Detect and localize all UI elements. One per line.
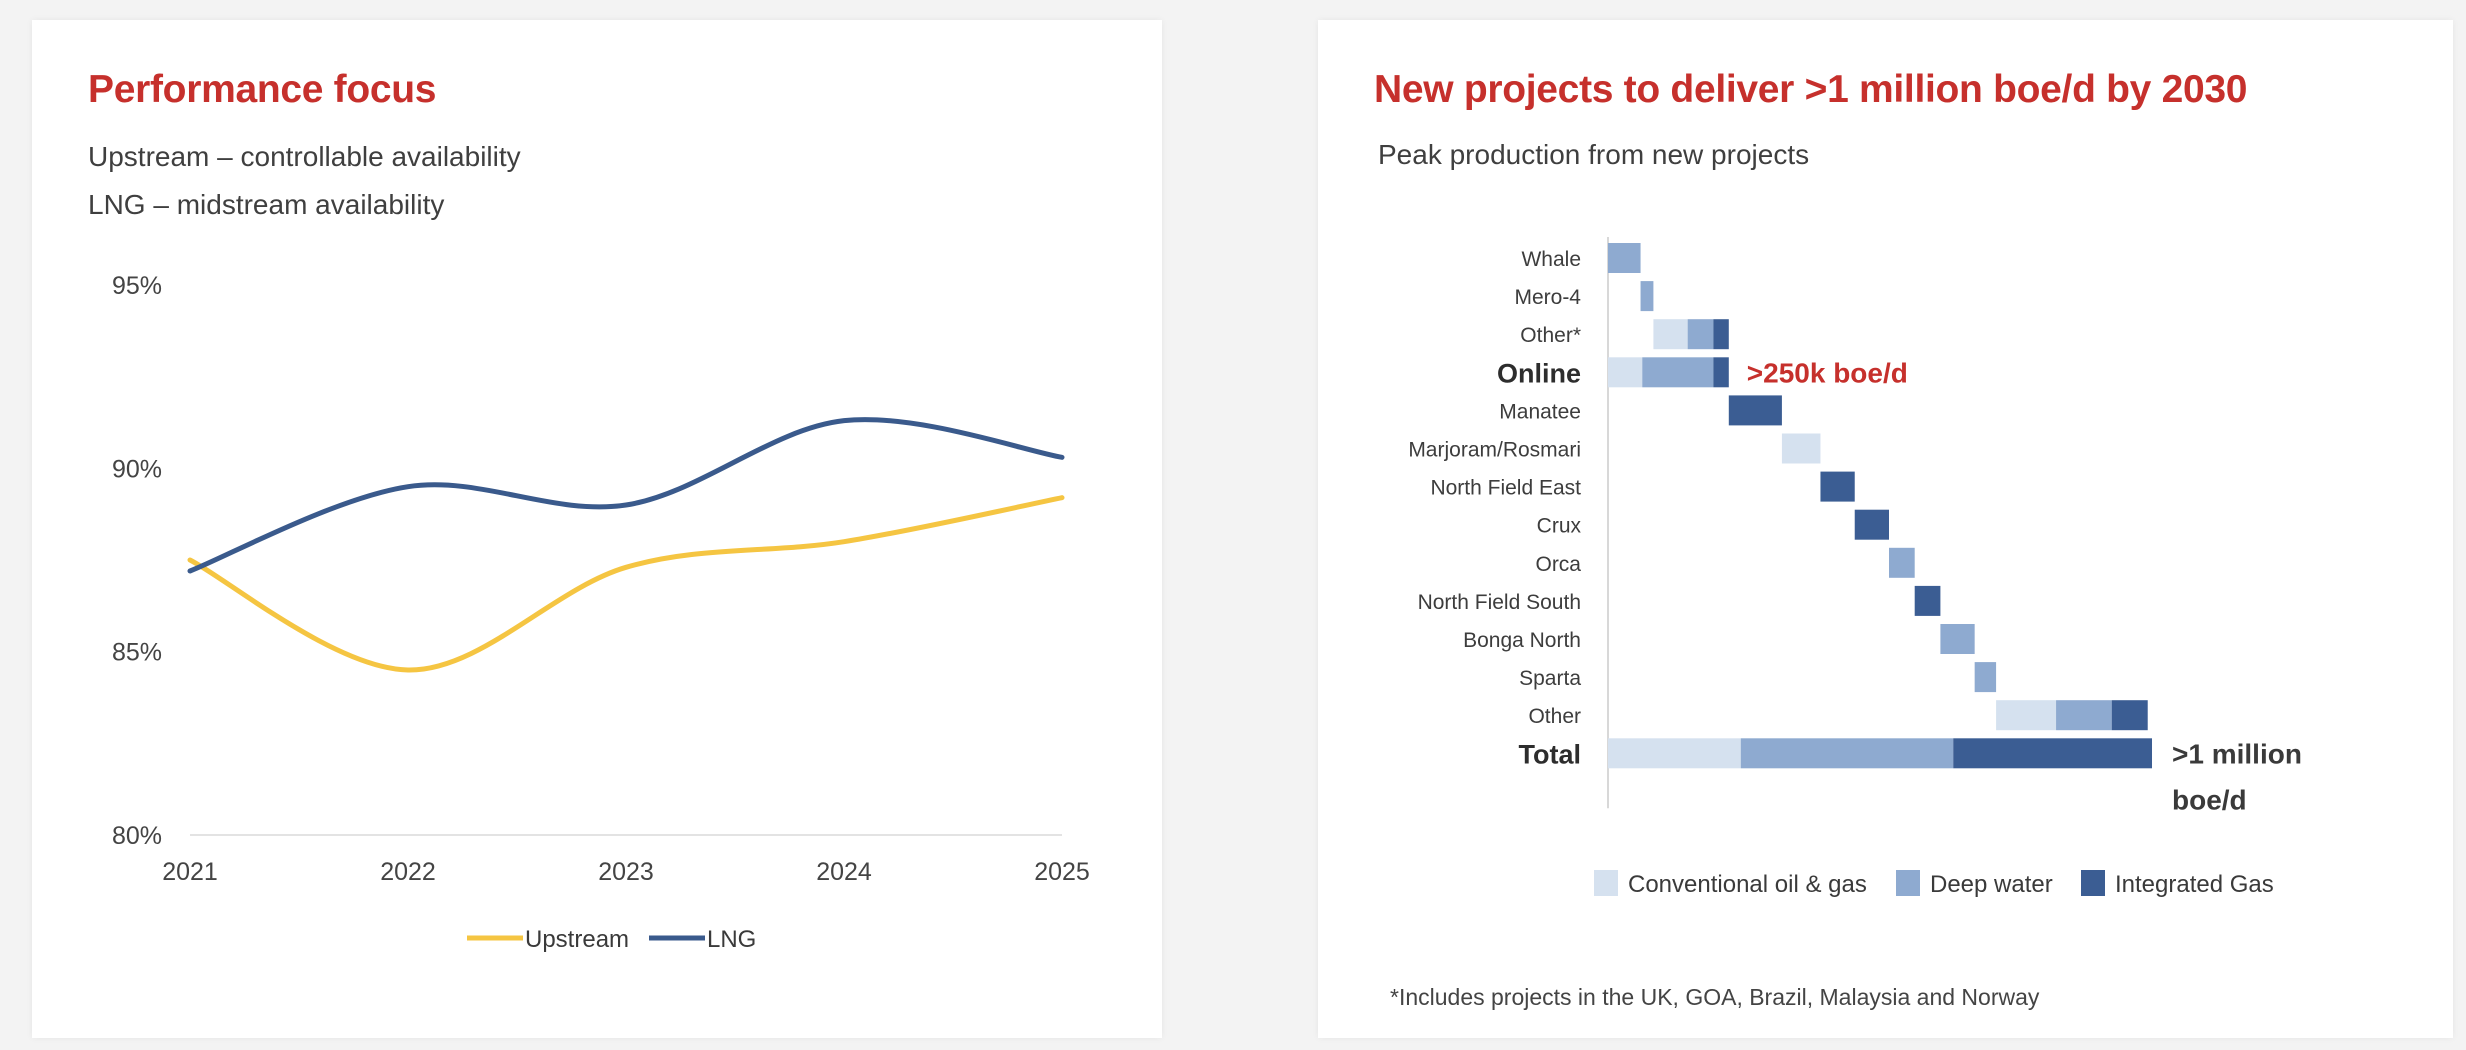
projects-subtitle: Peak production from new projects xyxy=(1378,139,1810,170)
bar-sparta-deep-water xyxy=(1974,662,1997,693)
bar-other-deep-water xyxy=(2056,700,2112,731)
bar-online-integrated-gas xyxy=(1713,357,1729,388)
bar-other-conventional-oil-gas xyxy=(1653,319,1688,350)
upstream-legend-label: Upstream xyxy=(525,926,629,953)
category-label-online: Online xyxy=(1497,358,1581,388)
bar-total-deep-water xyxy=(1740,738,1954,769)
category-label-orca: Orca xyxy=(1535,553,1581,576)
category-label-north-field-east: North Field East xyxy=(1430,477,1581,500)
bar-marjoram-rosmari-conventional-oil-gas xyxy=(1781,433,1821,464)
bar-total-conventional-oil-gas xyxy=(1608,738,1741,769)
bar-bonga-north-deep-water xyxy=(1940,624,1975,654)
x-tick-label: 2023 xyxy=(598,858,654,886)
bar-north-field-east-integrated-gas xyxy=(1820,471,1855,502)
category-label-marjoram-rosmari: Marjoram/Rosmari xyxy=(1408,439,1581,462)
bar-mero-4-deep-water xyxy=(1640,281,1654,312)
bar-other-integrated-gas xyxy=(1713,319,1729,350)
bar-crux-integrated-gas xyxy=(1854,509,1889,540)
x-tick-label: 2024 xyxy=(816,858,872,886)
performance-focus-panel: Performance focus Upstream – controllabl… xyxy=(32,20,1162,1038)
deep-water-legend-label: Deep water xyxy=(1930,871,2053,898)
lng-subtitle: LNG – midstream availability xyxy=(88,189,445,220)
new-projects-panel: New projects to deliver >1 million boe/d… xyxy=(1318,20,2453,1038)
category-label-north-field-south: North Field South xyxy=(1418,591,1581,614)
category-label-crux: Crux xyxy=(1537,515,1582,538)
annotation-total-line2: boe/d xyxy=(2172,784,2247,815)
y-tick-label: 90% xyxy=(112,455,162,483)
integrated-gas-legend-label: Integrated Gas xyxy=(2115,871,2274,898)
bar-other-deep-water xyxy=(1687,319,1714,350)
bar-total-integrated-gas xyxy=(1953,738,2153,769)
conventional-oil-gas-legend-label: Conventional oil & gas xyxy=(1628,871,1867,898)
category-label-manatee: Manatee xyxy=(1499,400,1581,423)
bar-online-conventional-oil-gas xyxy=(1608,357,1643,388)
bar-online-deep-water xyxy=(1642,357,1714,388)
projects-title: New projects to deliver >1 million boe/d… xyxy=(1374,68,2248,111)
category-label-sparta: Sparta xyxy=(1519,667,1581,690)
integrated-gas-legend-swatch xyxy=(2081,870,2105,896)
y-tick-label: 95% xyxy=(112,272,162,300)
deep-water-legend-swatch xyxy=(1896,870,1920,896)
x-tick-label: 2021 xyxy=(162,858,218,886)
conventional-oil-gas-legend-swatch xyxy=(1594,870,1618,896)
bar-manatee-integrated-gas xyxy=(1728,395,1782,426)
category-label-whale: Whale xyxy=(1521,248,1581,271)
category-label-bonga-north: Bonga North xyxy=(1463,629,1581,652)
annotation-online: >250k boe/d xyxy=(1747,357,1908,388)
y-tick-label: 85% xyxy=(112,639,162,667)
lng-legend-label: LNG xyxy=(707,926,756,953)
annotation-total: >1 million xyxy=(2172,738,2302,769)
y-tick-label: 80% xyxy=(112,822,162,850)
projects-waterfall-chart: Whale Mero-4 Other* Online >250k boe/d Manate… xyxy=(1408,237,2302,898)
upstream-subtitle: Upstream – controllable availability xyxy=(88,141,521,172)
bar-other-integrated-gas xyxy=(2111,700,2148,731)
bar-other-conventional-oil-gas xyxy=(1996,700,2057,731)
availability-line-chart: 80% 85% 90% 95% 2021 2022 2023 2024 2025 Upstream… xyxy=(112,272,1090,953)
x-tick-label: 2022 xyxy=(380,858,436,886)
upstream-line xyxy=(187,495,1065,673)
category-label-total: Total xyxy=(1519,739,1582,769)
bar-whale-deep-water xyxy=(1608,243,1641,273)
bar-north-field-south-integrated-gas xyxy=(1914,585,1941,616)
x-tick-label: 2025 xyxy=(1034,858,1090,886)
performance-title: Performance focus xyxy=(88,68,437,111)
bar-orca-deep-water xyxy=(1888,547,1915,578)
lng-line xyxy=(187,417,1065,574)
projects-footnote: *Includes projects in the UK, GOA, Brazi… xyxy=(1390,984,2040,1010)
category-label-mero-4: Mero-4 xyxy=(1514,286,1581,309)
category-label-other: Other xyxy=(1528,705,1581,728)
category-label-other: Other* xyxy=(1520,324,1581,347)
